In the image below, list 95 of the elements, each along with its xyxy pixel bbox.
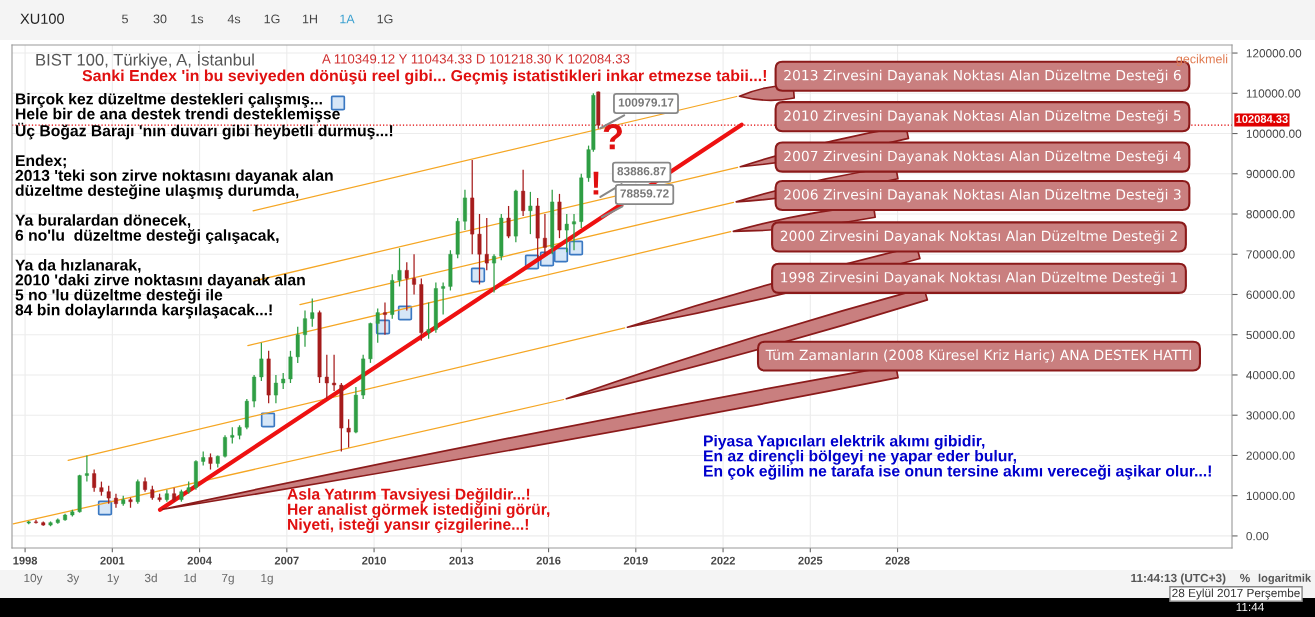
candlestick — [92, 468, 97, 493]
y-tick-label: 110000.00 — [1246, 89, 1301, 98]
text: 1d — [184, 573, 196, 583]
text: Sanki Endex 'in bu seviyeden dönüşü reel gibi... Geçmiş istatistikleri inkar etmezse tabii...! — [82, 69, 766, 85]
text: 3d — [144, 573, 157, 583]
annotation: 1998 Zirvesini Dayanak Noktası Alan Düzeltme Desteği 1 — [781, 271, 1177, 286]
candlestick — [346, 418, 351, 449]
y-tick-label: 120000.00 — [1246, 49, 1302, 58]
candlestick — [477, 213, 482, 286]
y-tick-label: 40000.00 — [1246, 371, 1295, 380]
y-tick-label: 20000.00 — [1246, 451, 1295, 460]
text: 1A — [340, 14, 355, 24]
text: 1g — [261, 573, 273, 585]
candlestick — [506, 205, 511, 239]
x-tick-label: 2007 — [274, 556, 299, 565]
annotation: 2013 Zirvesini Dayanak Noktası Alan Düzeltme Desteği 6 — [784, 69, 1181, 84]
y-tick-label: 70000.00 — [1246, 250, 1295, 259]
annotation: A 110349.12 Y 110434.33 D 101218.30 K 102084.33 — [322, 54, 630, 64]
text: 1G — [264, 14, 280, 24]
text: 11:44 — [1236, 602, 1264, 612]
y-tick-label: 10000.00 — [1246, 491, 1295, 501]
x-tick-label: 2028 — [885, 556, 910, 565]
text: 7g — [222, 573, 234, 585]
annotation: gecikmeli — [1176, 54, 1228, 66]
candlestick — [259, 342, 264, 382]
y-tick-label: 60000.00 — [1246, 290, 1295, 299]
annotation: Tüm Zamanların (2008 Küresel Kriz Hariç) ANA DESTEK HATTI — [765, 349, 1191, 363]
x-tick-label: 2025 — [798, 556, 823, 565]
y-tick-label: 30000.00 — [1246, 411, 1295, 420]
x-tick-label: 2019 — [623, 556, 648, 565]
chart-title: BIST 100, Türkiye, A, İstanbul — [36, 51, 254, 69]
annotation: Asla Yatırım Tavsiyesi Değildir...! Her analist görmek istediğini görür, Niyeti, isteği yansır çizgilerine...! — [287, 488, 550, 534]
text: 5 — [122, 14, 128, 24]
text: 11:44:13 (UTC+3) — [1131, 573, 1226, 585]
candlestick — [288, 350, 293, 384]
candlestick — [412, 253, 417, 296]
x-tick-label: 2001 — [100, 556, 125, 565]
candlestick — [463, 189, 467, 231]
candlestick — [404, 261, 409, 312]
candlestick — [528, 191, 533, 235]
annotation: 2006 Zirvesini Dayanak Noktası Alan Düzeltme Desteği 3 — [784, 188, 1181, 203]
candlestick — [383, 301, 387, 336]
text: XU100 — [20, 13, 65, 24]
text: 3y — [67, 573, 80, 585]
candlestick — [84, 454, 89, 483]
annotation: ? — [603, 124, 622, 150]
annotation: Piyasa Yapıcıları elektrik akımı gibidir, En az dirençli bölgeyi ne yapar eder bulur, En çok eğilim ne tarafa ise onun tersine akımı vereceği aşikar olur...! — [704, 435, 1211, 480]
y-tick-label: 80000.00 — [1246, 210, 1295, 219]
x-tick-label: 2010 — [362, 556, 386, 565]
annotation: 2000 Zirvesini Dayanak Noktası Alan Düzeltme Desteği 2 — [780, 230, 1177, 244]
text: 1s — [191, 14, 204, 24]
text: 1G — [377, 14, 393, 24]
candlestick — [324, 354, 329, 400]
text: Birçok kez düzeltme destekleri çalışmış... Hele bir de ana destek trendi desteklemişse Üç Boğaz Barajı 'nın duvarı gibi heybetli durmuş...! Endex; 2013 'teki son zirve noktasını dayanak alan düzeltme desteğine ulaşmış durumda, Ya buralardan dönecek, 6 no'lu düzeltme desteği çalışacak, Ya da hızlanarak, 2010 'daki zirve noktasını dayanak alan 5 no 'lu düzeltme desteği ile 84 bin dolaylarında karşılaşacak...! — [15, 93, 393, 319]
annotation: 2010 Zirvesini Dayanak Noktası Alan Düzeltme Desteği 5 — [784, 109, 1181, 124]
x-tick-label: 2022 — [711, 556, 735, 565]
candlestick — [375, 307, 380, 344]
y-tick-label: 90000.00 — [1246, 169, 1295, 179]
y-tick-label: 100000.00 — [1246, 129, 1302, 138]
candlestick — [492, 253, 496, 294]
x-tick-label: 1998 — [13, 556, 38, 565]
candlestick — [426, 301, 431, 340]
annotation: 78859.72 — [620, 189, 669, 198]
candlestick — [542, 213, 547, 255]
annotation: 100979.17 — [618, 98, 674, 107]
annotation: 83886.87 — [617, 167, 666, 176]
text: 28 Eylül 2017 Perşembe — [1172, 588, 1300, 600]
text: 1H — [302, 14, 317, 24]
candlestick — [273, 374, 278, 404]
y-tick-label: 50000.00 — [1246, 330, 1295, 340]
candlestick — [572, 213, 576, 251]
text: 30 — [153, 14, 167, 24]
annotation: 2007 Zirvesini Dayanak Noktası Alan Düzeltme Desteği 4 — [784, 150, 1181, 164]
x-tick-label: 2013 — [449, 556, 474, 565]
candlestick — [397, 247, 402, 288]
text: logaritmik — [1258, 573, 1312, 585]
candlestick — [295, 326, 300, 364]
candlestick — [521, 169, 526, 217]
text: 10y — [24, 573, 43, 585]
candlestick — [564, 213, 569, 253]
text: 4s — [227, 14, 241, 24]
candlestick — [303, 309, 307, 348]
candlestick — [106, 485, 111, 505]
candlestick — [484, 217, 489, 271]
text: 1y — [107, 573, 120, 585]
x-tick-label: 2004 — [187, 556, 212, 565]
candlestick — [310, 297, 315, 328]
text: % — [1240, 573, 1250, 583]
candlestick — [135, 478, 140, 505]
x-tick-label: 2016 — [536, 556, 561, 565]
ref-line-label: 102084.33 — [1236, 115, 1288, 123]
annotation: ! — [593, 171, 599, 195]
y-tick-label: 0.00 — [1246, 531, 1269, 541]
candlestick — [441, 281, 446, 316]
candlestick — [332, 354, 337, 392]
